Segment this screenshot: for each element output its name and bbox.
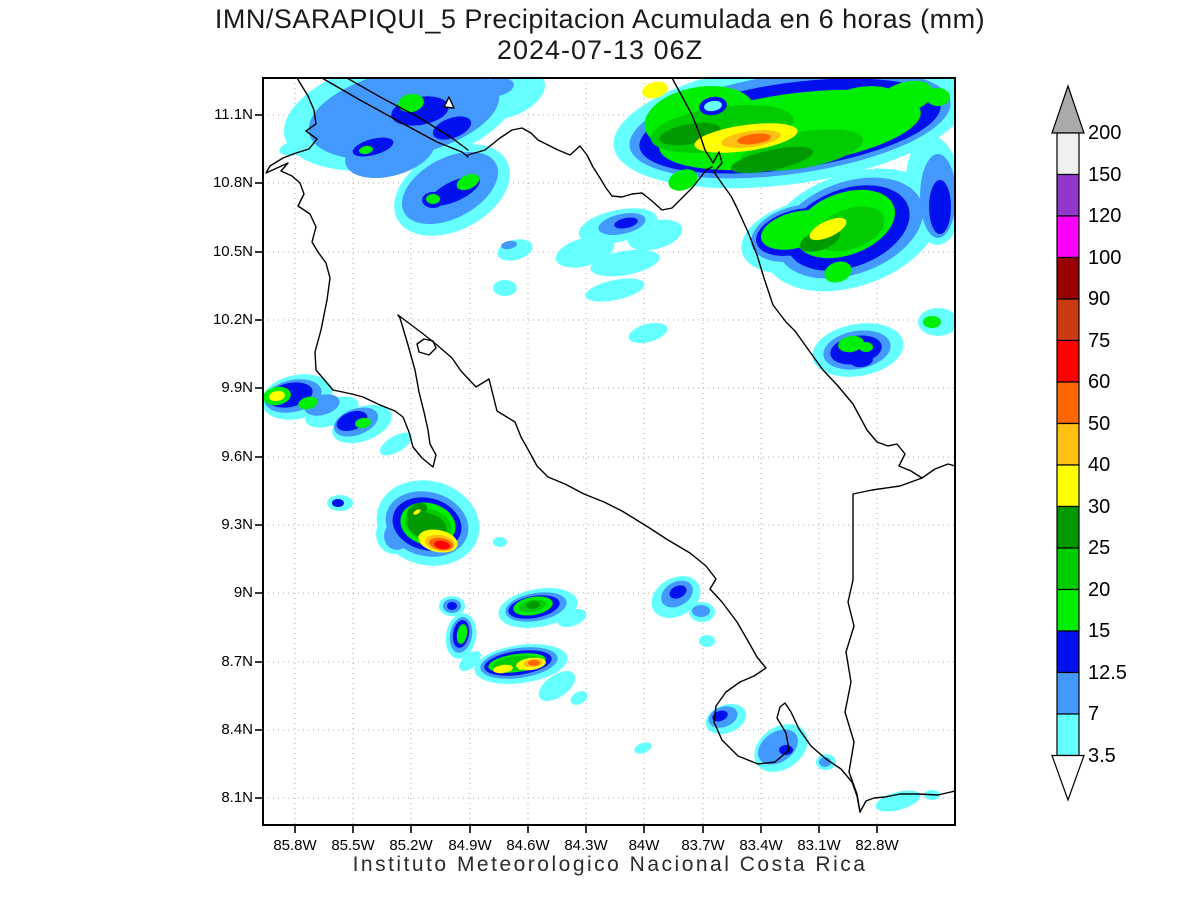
x-tick-label: 85.2W	[389, 837, 433, 854]
colorbar-under-arrow	[1051, 754, 1085, 802]
ometepe-island	[443, 96, 455, 109]
x-tick-label: 82.8W	[855, 837, 899, 854]
colorbar-tick-label: 20	[1088, 578, 1111, 601]
colorbar-tick-label: 3.5	[1088, 744, 1116, 767]
caribbean-coast	[713, 171, 955, 479]
tick-marks	[255, 114, 878, 833]
x-tick-label: 83.7W	[681, 837, 725, 854]
x-tick-label: 83.1W	[797, 837, 841, 854]
x-tick-label: 85.5W	[331, 837, 375, 854]
lake-nicaragua-shore	[321, 78, 469, 158]
colorbar-tick-label: 50	[1088, 412, 1111, 435]
chart-title: IMN/SARAPIQUI_5 Precipitacion Acumulada …	[214, 4, 986, 34]
y-tick-label: 10.5N	[212, 243, 253, 260]
y-tick-label: 9.3N	[221, 516, 253, 533]
nicaragua-caribbean-coast	[671, 78, 723, 173]
colorbar-tick-label: 120	[1088, 205, 1122, 227]
colorbar-tick-label: 75	[1088, 329, 1111, 352]
panama-border	[844, 477, 923, 813]
colorbar-tick-label: 12.5	[1088, 661, 1127, 684]
x-tick-label: 84.3W	[564, 837, 608, 854]
plot-area	[263, 78, 955, 825]
map-frame	[262, 77, 956, 826]
colorbar-tick-label: 60	[1088, 371, 1111, 393]
colorbar-tick-label: 30	[1088, 495, 1111, 518]
precipitation-shading	[263, 78, 955, 812]
y-tick-label: 8.1N	[221, 789, 253, 806]
chart-title-block: IMN/SARAPIQUI_5 Precipitacion Acumulada …	[0, 4, 1200, 66]
y-tick-label: 8.4N	[221, 721, 253, 738]
san-juan-river-border	[467, 127, 713, 211]
colorbar-tick-label: 90	[1088, 288, 1111, 310]
x-tick-label: 84.6W	[506, 837, 550, 854]
pacific-coast-nicoya-and-south	[265, 78, 955, 813]
x-tick-label: 85.8W	[273, 837, 317, 854]
coastlines	[265, 78, 955, 813]
chart-subtitle-date: 2024-07-13 06Z	[496, 35, 704, 65]
colorbar-tick-label: 200	[1088, 122, 1122, 144]
nicaragua-border-lake-parallel	[346, 78, 469, 151]
chira-island	[416, 338, 437, 356]
colorbar-tick-label: 25	[1088, 537, 1111, 559]
colorbar-tick-label: 40	[1088, 454, 1111, 476]
y-tick-label: 11.1N	[214, 106, 253, 123]
gridlines	[263, 78, 955, 825]
colorbar-tick-label: 100	[1088, 246, 1122, 269]
y-tick-label: 10.2N	[212, 311, 253, 328]
x-tick-label: 84.9W	[448, 837, 492, 854]
y-tick-label: 9.6N	[221, 448, 253, 465]
x-tick-label: 83.4W	[739, 837, 783, 854]
y-tick-label: 8.7N	[221, 653, 253, 670]
y-tick-label: 10.8N	[212, 174, 253, 191]
y-tick-label: 9.9N	[221, 379, 253, 396]
institution-credit: Instituto Meteorologico Nacional Costa R…	[352, 853, 868, 876]
colorbar-tick-label: 7	[1088, 703, 1100, 725]
colorbar-tick-label: 150	[1088, 163, 1122, 186]
colorbar-tick-label: 15	[1088, 620, 1111, 642]
colorbar	[1051, 84, 1085, 802]
x-tick-label: 84W	[628, 837, 660, 854]
y-tick-label: 9N	[233, 584, 253, 601]
